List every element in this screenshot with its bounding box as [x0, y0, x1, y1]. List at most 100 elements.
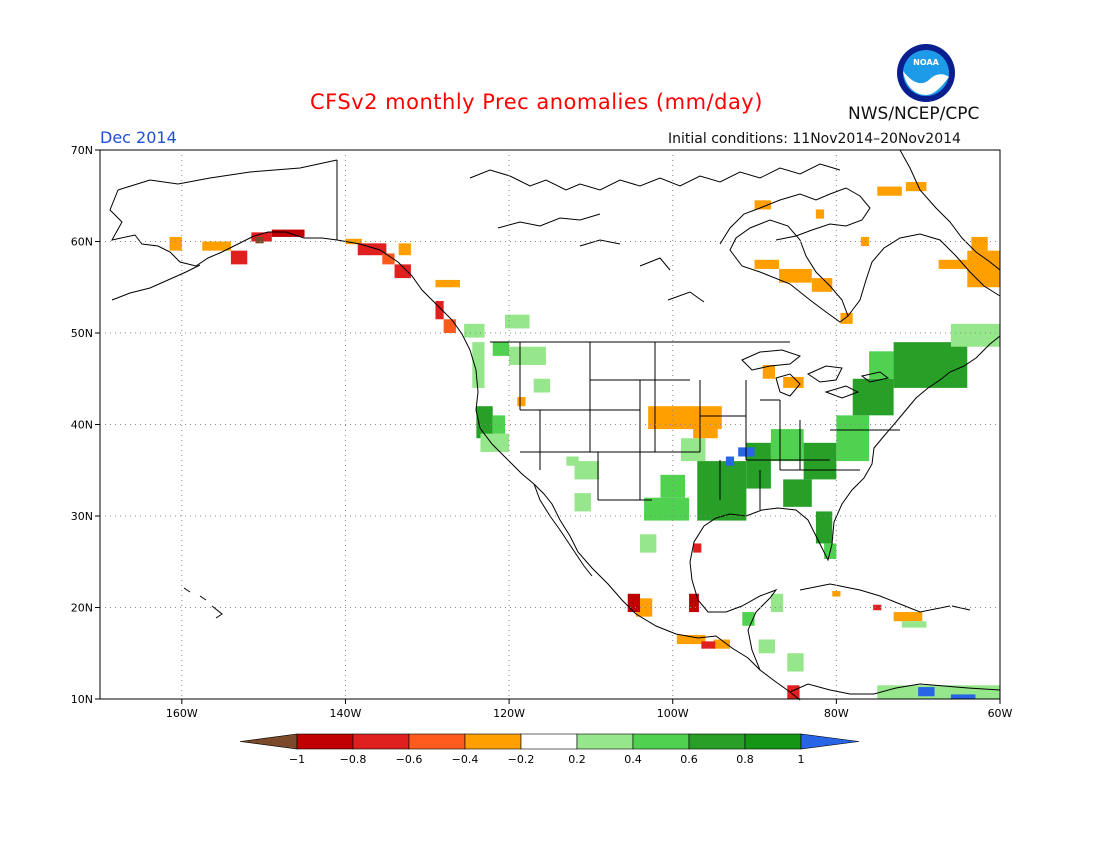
anomaly-cell	[971, 236, 988, 251]
anomaly-cell	[394, 264, 411, 279]
colorbar-segment	[632, 733, 690, 750]
anomaly-cell	[660, 474, 685, 498]
anomaly-cell	[505, 314, 530, 329]
lon-tick-label: 80W	[824, 707, 849, 720]
anomaly-cell	[640, 534, 657, 553]
coastline-alaska-north	[117, 159, 338, 191]
anomaly-cell	[811, 278, 833, 292]
anomaly-cell	[693, 419, 718, 439]
hudson-bay	[729, 219, 849, 323]
state-borders	[490, 341, 900, 510]
logo-bird-shape	[903, 71, 949, 95]
anomaly-cell	[770, 593, 784, 613]
graticule	[100, 150, 1000, 699]
colorbar-label: 0.2	[568, 753, 586, 766]
colorbar-segment	[408, 733, 466, 750]
anomaly-cell	[382, 253, 395, 265]
anomaly-cell	[689, 593, 699, 613]
coastline-alaska-west	[109, 189, 338, 267]
anomaly-cell	[779, 268, 812, 283]
greenland-coast	[899, 149, 1001, 271]
anomaly-cell	[893, 612, 923, 622]
anomaly-cell	[472, 342, 485, 388]
coastline-gulf	[689, 335, 1001, 671]
anomaly-cell	[574, 493, 591, 512]
anomaly-cell	[815, 511, 833, 544]
anomaly-cell	[627, 593, 640, 613]
colorbar-label: 0.8	[736, 753, 754, 766]
anomaly-cell	[852, 378, 894, 416]
land-outlines	[109, 149, 1001, 701]
initial-conditions-label: Initial conditions: 11Nov2014–20Nov2014	[668, 131, 961, 147]
anomaly-cell	[762, 365, 775, 379]
colorbar-label: −0.4	[452, 753, 479, 766]
south-america-coast	[789, 683, 1001, 695]
lon-tick-label: 160W	[166, 707, 198, 720]
colorbar-arrow-right	[800, 733, 860, 750]
aleutian-chain	[111, 264, 201, 301]
anomaly-cell	[680, 438, 706, 462]
anomaly-cell	[464, 323, 485, 338]
anomaly-cell	[893, 342, 968, 388]
colorbar-label: 0.6	[680, 753, 698, 766]
lat-tick-label: 50N	[71, 327, 93, 340]
anomaly-cell	[492, 415, 505, 434]
anomaly-cell	[803, 442, 837, 480]
anomaly-cell	[950, 323, 1000, 347]
anomaly-cell	[938, 259, 968, 269]
anomaly-cell	[787, 653, 804, 672]
anomaly-cell	[873, 604, 882, 611]
lat-tick-label: 10N	[71, 693, 93, 706]
anomaly-cell	[877, 685, 1000, 699]
anomaly-cell	[713, 639, 730, 649]
anomaly-cell	[918, 687, 935, 697]
anomaly-cell	[509, 346, 546, 366]
coastline-pacific-nw	[336, 239, 801, 701]
anomaly-cell	[533, 378, 550, 393]
colorbar-segment	[520, 733, 578, 750]
anomaly-cell	[905, 182, 927, 192]
baja-california	[533, 483, 593, 577]
anomaly-cell	[676, 634, 706, 645]
colorbar-label: 1	[798, 753, 805, 766]
anomaly-cell	[398, 243, 411, 256]
anomaly-cell	[950, 694, 976, 699]
labrador-coast	[847, 233, 1001, 317]
colorbar-label: −1	[289, 753, 305, 766]
anomaly-cell	[701, 641, 716, 649]
anomaly-cell	[476, 406, 493, 439]
colorbar-segment	[688, 733, 746, 750]
anomaly-cell	[644, 497, 690, 521]
map-title: CFSv2 monthly Prec anomalies (mm/day)	[310, 90, 763, 114]
anomaly-cell	[815, 209, 825, 219]
anomaly-cell	[492, 342, 510, 356]
colorbar-segment	[464, 733, 522, 750]
lon-tick-label: 60W	[988, 707, 1013, 720]
anomaly-cell	[783, 376, 804, 388]
colorbar-segment	[352, 733, 410, 750]
colorbar: −1 −0.8 −0.6 −0.4 −0.2 0.2 0.4 0.6 0.8 1	[239, 733, 860, 766]
anomaly-cell	[202, 241, 231, 251]
lat-tick-label: 40N	[71, 419, 93, 432]
anomaly-cell	[832, 591, 841, 597]
great-lakes	[741, 349, 890, 399]
colorbar-arrow-left	[239, 733, 298, 750]
anomaly-cell	[517, 397, 526, 407]
anomaly-cell	[271, 229, 305, 237]
anomaly-cell	[357, 243, 387, 256]
agency-label: NWS/NCEP/CPC	[848, 104, 980, 124]
lon-tick-label: 100W	[657, 707, 689, 720]
colorbar-label: −0.8	[340, 753, 367, 766]
lon-tick-label: 140W	[330, 707, 362, 720]
hawaii-islands	[183, 587, 223, 619]
anomaly-cell	[754, 259, 780, 269]
anomaly-patches	[169, 182, 1000, 699]
lon-tick-label: 120W	[493, 707, 525, 720]
baffin-island	[719, 187, 871, 245]
anomaly-cell	[770, 429, 804, 462]
colorbar-segment	[744, 733, 802, 750]
anomaly-cell	[697, 461, 747, 521]
anomaly-cell	[574, 461, 600, 480]
anomaly-cell	[901, 621, 927, 628]
